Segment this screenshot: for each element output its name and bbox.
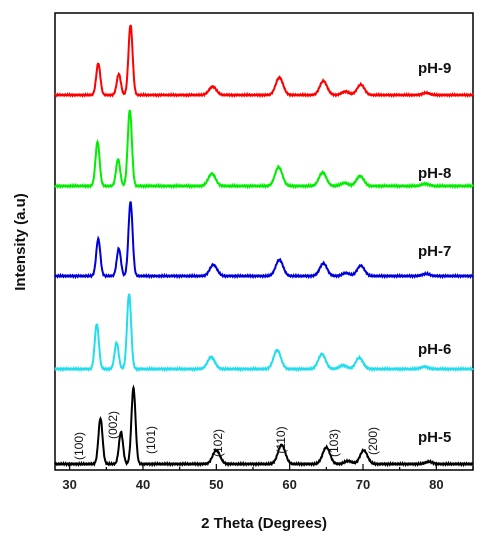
- x-tick-label: 30: [62, 477, 76, 492]
- x-axis: 30 40 50 60 70 80: [62, 464, 474, 492]
- series-line-ph-7: [54, 201, 474, 280]
- series-line-ph-9: [54, 24, 474, 99]
- series-label-ph-5: pH-5: [418, 429, 451, 446]
- peak-label: (002): [106, 411, 120, 439]
- plot-frame: [54, 12, 474, 471]
- peak-label: (200): [366, 427, 380, 455]
- series-line-ph-5: [54, 384, 474, 468]
- series-line-ph-8: [54, 109, 474, 190]
- peak-label: (100): [72, 432, 86, 460]
- y-axis-title: Intensity (a.u): [12, 193, 29, 291]
- x-tick-label: 70: [356, 477, 370, 492]
- series-labels: pH-9 pH-8 pH-7 pH-6 pH-5: [418, 60, 451, 446]
- x-tick-label: 50: [209, 477, 223, 492]
- peak-label: (102): [211, 429, 225, 457]
- peak-label: (101): [144, 426, 158, 454]
- series-label-ph-9: pH-9: [418, 60, 451, 77]
- series-label-ph-8: pH-8: [418, 165, 451, 182]
- peak-label: (110): [274, 426, 288, 453]
- peak-labels: (100) (002) (101) (102) (110) (103) (200): [72, 411, 380, 460]
- series-line-ph-6: [54, 293, 474, 373]
- peak-label: (103): [327, 429, 341, 457]
- x-tick-label: 80: [429, 477, 443, 492]
- series-traces: [54, 24, 474, 468]
- x-axis-title: 2 Theta (Degrees): [201, 515, 327, 532]
- x-tick-label: 40: [136, 477, 150, 492]
- x-tick-label: 60: [282, 477, 296, 492]
- series-label-ph-6: pH-6: [418, 341, 451, 358]
- series-label-ph-7: pH-7: [418, 243, 451, 260]
